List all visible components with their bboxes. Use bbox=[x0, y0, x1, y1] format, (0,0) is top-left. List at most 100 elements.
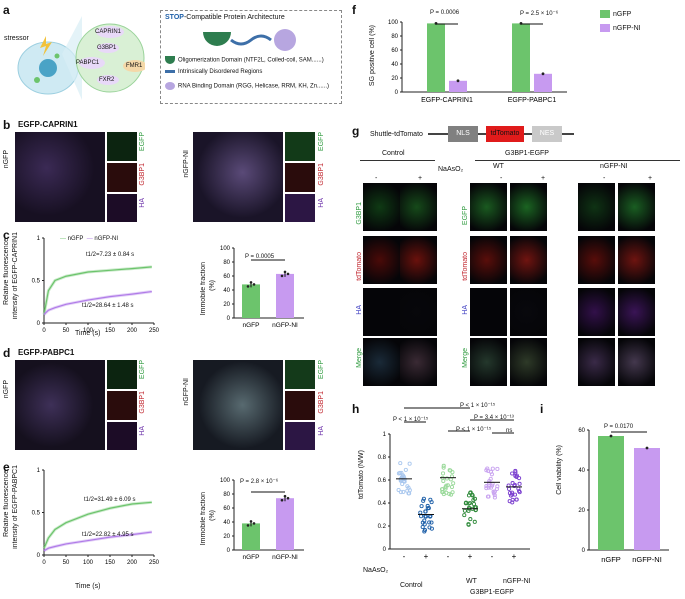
g-micrograph-r3-c5 bbox=[618, 338, 655, 386]
x-tick-label: 250 bbox=[149, 328, 160, 334]
y-tick-label: 0 bbox=[37, 553, 41, 559]
y-tick-label: 40 bbox=[391, 62, 398, 68]
point bbox=[645, 446, 649, 450]
legend-rbd: RNA Binding Domain (RGG, Helicase, RRM, … bbox=[165, 82, 329, 90]
data-point bbox=[407, 461, 412, 466]
g-micrograph-r0-c0 bbox=[363, 183, 400, 231]
h-ngfpni: nGFP-NI bbox=[503, 578, 531, 585]
g-micrograph-r2-c4 bbox=[578, 288, 615, 336]
data-point bbox=[513, 474, 518, 479]
protein-caprin1: CAPRIN1 bbox=[95, 29, 122, 35]
data-point bbox=[490, 466, 495, 471]
c-bar-ylabel-1: Immobile fraction bbox=[200, 262, 207, 316]
data-point bbox=[422, 518, 427, 523]
e-annotation-2: t1/2=22.82 ± 4.95 s bbox=[82, 532, 134, 538]
series-line-0 bbox=[43, 501, 152, 549]
data-point bbox=[447, 491, 452, 496]
d2-ha-label: HA bbox=[318, 426, 325, 436]
data-point bbox=[450, 470, 455, 475]
g-micrograph-r1-c3 bbox=[510, 236, 547, 284]
point bbox=[249, 281, 253, 284]
g-row-g3bp1: G3BP1 bbox=[356, 202, 363, 225]
c-ylabel-2: intensity of EGFP-CAPRIN1 bbox=[12, 232, 19, 320]
y-tick-label: 80 bbox=[391, 34, 398, 40]
bar-1 bbox=[634, 448, 660, 550]
data-point bbox=[484, 468, 489, 473]
panel-label-b: b bbox=[3, 118, 11, 132]
g-sign-5: - bbox=[603, 175, 606, 182]
d2-g3bp1-label: G3BP1 bbox=[318, 391, 325, 414]
data-point bbox=[397, 470, 402, 475]
series-line-0 bbox=[43, 266, 152, 315]
e-bar-p: P = 2.8 × 10⁻⁶ bbox=[240, 479, 279, 485]
micrograph-d-ngfp-ha bbox=[107, 422, 137, 450]
data-point bbox=[428, 497, 433, 502]
i-ylabel: Cell viability (%) bbox=[556, 445, 563, 495]
point bbox=[280, 274, 284, 278]
data-point bbox=[422, 522, 427, 527]
micrograph-d-ngfp-merge bbox=[15, 360, 105, 450]
g-control-line bbox=[360, 160, 435, 161]
point bbox=[541, 72, 545, 76]
x-tick-label: 0 bbox=[42, 328, 46, 334]
y-tick-label: 0 bbox=[227, 316, 231, 322]
g-row-egfp: EGFP bbox=[462, 206, 469, 226]
idr-icon bbox=[165, 69, 175, 73]
category-label: EGFP-CAPRIN1 bbox=[421, 97, 473, 104]
bar-nGFP-0 bbox=[427, 23, 445, 92]
data-point bbox=[398, 490, 403, 495]
chart-i-viability: 0 20 40 60 nGFP nGFP-NI bbox=[578, 428, 669, 564]
data-point bbox=[512, 483, 517, 489]
y-tick-label: 0 bbox=[582, 548, 586, 554]
bar-nGFP-1 bbox=[512, 23, 530, 92]
e-ylabel-2: intensity of EGFP-PABPC1 bbox=[12, 465, 19, 549]
c-annotation-1: t1/2=7.23 ± 0.84 s bbox=[86, 252, 135, 258]
data-point bbox=[517, 481, 522, 486]
chart-c-frap: 0 0.5 1 0 50 100 150 200 250 bbox=[32, 236, 160, 334]
panel-d-title: EGFP-PABPC1 bbox=[18, 348, 75, 357]
y-tick-label: 100 bbox=[220, 478, 231, 484]
g-row-ha-r: HA bbox=[462, 305, 469, 315]
e-xlabel: Time (s) bbox=[75, 583, 101, 590]
data-point bbox=[517, 476, 522, 481]
h-p-a: P < 1 × 10⁻¹⁵ bbox=[393, 417, 429, 423]
data-point bbox=[443, 486, 448, 491]
g-micrograph-r1-c5 bbox=[618, 236, 655, 284]
d2-egfp-label: EGFP bbox=[318, 360, 325, 380]
bar-0 bbox=[242, 284, 260, 318]
g-row-tdtomato-l: tdTomato bbox=[356, 252, 363, 281]
point bbox=[280, 498, 284, 502]
micrograph-d-ngfpni-ha bbox=[285, 422, 315, 450]
g-sign-1: - bbox=[375, 175, 378, 182]
legend-oligomerization: Oligomerization Domain (NTF2L, Coiled-co… bbox=[165, 56, 324, 64]
protein-fmr1: FMR1 bbox=[126, 63, 143, 69]
point bbox=[252, 522, 256, 525]
micrograph-b-ngfp-ha bbox=[107, 194, 137, 222]
chart-e-immobile: 0 20 40 60 80 100 nGFP nGFP-NI bbox=[220, 478, 304, 561]
h-naaso2: NaAsO₂ bbox=[363, 567, 389, 574]
naaso2-sign: + bbox=[424, 552, 429, 561]
point bbox=[252, 283, 256, 286]
bar-0 bbox=[242, 523, 260, 550]
e-ylabel-1: Relative fluorescence bbox=[3, 470, 10, 537]
b-ha-label: HA bbox=[139, 198, 146, 208]
g-sign-2: + bbox=[418, 175, 423, 182]
h-p-ns: ns bbox=[506, 428, 513, 434]
panel-label-f: f bbox=[352, 3, 356, 17]
y-tick-label: 20 bbox=[578, 508, 585, 514]
bar-1 bbox=[276, 498, 294, 550]
panel-d-ngfp-label: nGFP bbox=[3, 380, 10, 399]
e-annotation-1: t1/2=31.49 ± 6.09 s bbox=[84, 497, 136, 503]
e-bar-ylabel-1: Immobile fraction bbox=[200, 492, 207, 546]
micrograph-d-ngfp-g3bp1 bbox=[107, 391, 137, 420]
h-p-b: P < 1 × 10⁻¹⁵ bbox=[456, 427, 492, 433]
chart-h-scatter: 0 0.2 0.4 0.6 0.8 1 - + - + - + bbox=[378, 407, 530, 561]
panel-label-g: g bbox=[352, 124, 360, 138]
panel-b-title: EGFP-CAPRIN1 bbox=[18, 120, 78, 129]
stressor-label: stressor bbox=[4, 35, 29, 42]
h-wt: WT bbox=[466, 578, 477, 585]
data-point bbox=[468, 517, 473, 522]
data-point bbox=[512, 492, 518, 497]
category-label: nGFP bbox=[601, 555, 621, 564]
data-point bbox=[400, 473, 405, 478]
